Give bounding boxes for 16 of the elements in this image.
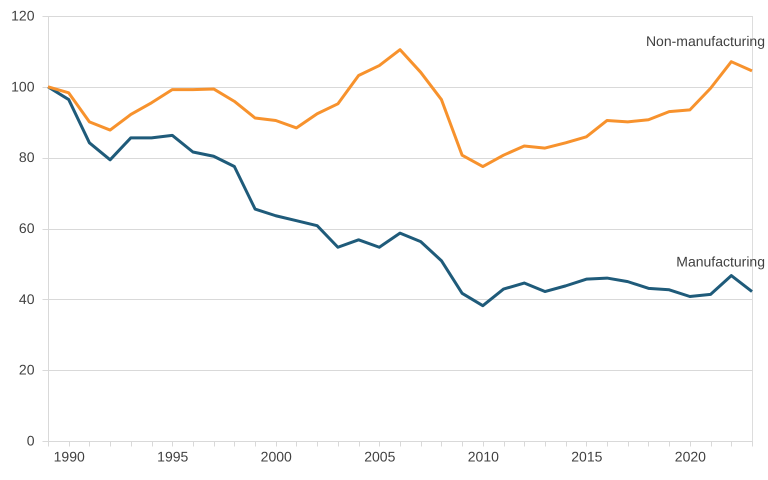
x-tick-label: 2005 [364, 448, 396, 464]
x-tick-label: 1995 [157, 448, 189, 464]
y-tick-label: 0 [26, 432, 35, 448]
x-tick-label: 2015 [571, 448, 603, 464]
y-tick-label: 20 [18, 362, 35, 378]
y-tick-label: 60 [18, 220, 35, 236]
series-label: Manufacturing [676, 254, 765, 270]
x-tick-label: 1990 [54, 448, 85, 464]
series-label: Non-manufacturing [646, 32, 765, 49]
y-tick-label: 120 [11, 8, 35, 24]
x-tick-label: 2000 [260, 448, 292, 464]
y-tick-label: 40 [18, 290, 35, 307]
x-tick-label: 2020 [674, 448, 706, 464]
y-tick-label: 100 [11, 78, 35, 94]
y-tick-label: 80 [18, 149, 35, 166]
x-tick-label: 2010 [468, 448, 500, 464]
